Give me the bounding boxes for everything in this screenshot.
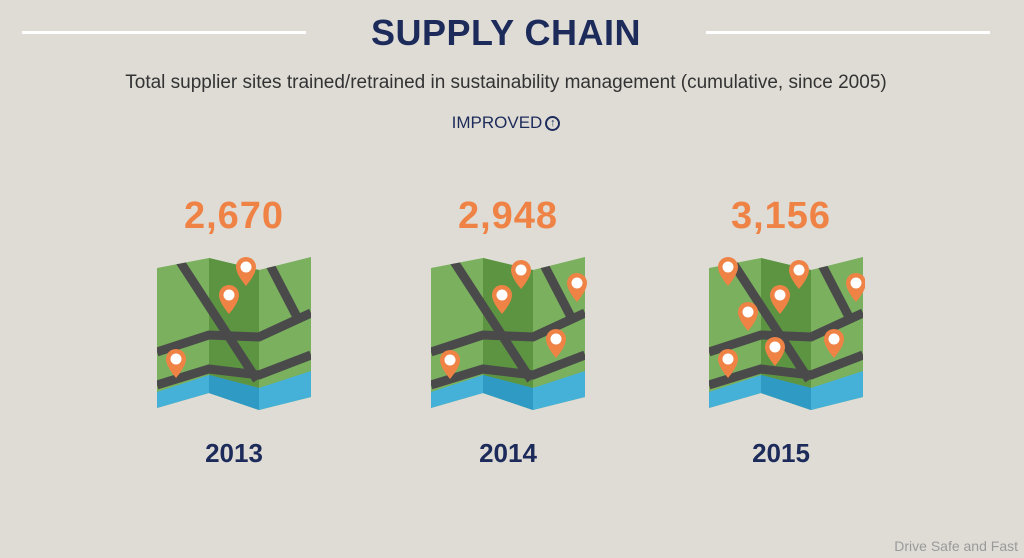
location-pin-icon (511, 260, 531, 289)
map-roads (431, 257, 585, 390)
location-pin-icon (166, 349, 186, 378)
location-pin-icon (219, 284, 239, 314)
title-rule-right (706, 31, 990, 34)
location-pin-icon (567, 273, 587, 302)
location-pin-icon (440, 350, 460, 379)
year-label-2015: 2015 (752, 438, 810, 468)
location-pin-icon (718, 349, 738, 378)
year-label-2014: 2014 (479, 438, 537, 468)
value-number: 2,670 (183, 195, 285, 237)
year-label-2013: 2013 (205, 438, 263, 468)
value-number: 3,156 (730, 195, 832, 237)
subtitle: Total supplier sites trained/retrained i… (125, 72, 887, 93)
location-pin-icon (765, 337, 785, 366)
status-badge: IMPROVED ↑ (0, 113, 1012, 133)
location-pin-icon (846, 273, 865, 302)
value-2014: 2,948 (398, 195, 618, 241)
location-pin-icon (718, 257, 738, 286)
location-pin-icon (770, 285, 790, 314)
page-title: SUPPLY CHAIN (370, 12, 642, 53)
map-roads (709, 257, 863, 390)
map-icon-2014 (431, 257, 587, 410)
value-number: 2,948 (457, 195, 559, 237)
map-roads (157, 257, 311, 390)
map-icon-2015 (709, 257, 865, 410)
location-pin-icon (492, 285, 512, 314)
title-rule-left (22, 31, 306, 34)
value-2015: 3,156 (671, 195, 891, 241)
location-pin-icon (824, 329, 844, 358)
location-pin-icon (236, 257, 256, 286)
status-label: IMPROVED (451, 113, 543, 132)
location-pin-icon (546, 329, 566, 358)
map-icon-2013 (157, 257, 311, 410)
watermark: Drive Safe and Fast (894, 538, 1018, 554)
arrow-up-circle-icon: ↑ (545, 115, 561, 131)
location-pin-icon (789, 260, 809, 289)
value-2013: 2,670 (124, 195, 344, 241)
location-pin-icon (738, 302, 758, 331)
